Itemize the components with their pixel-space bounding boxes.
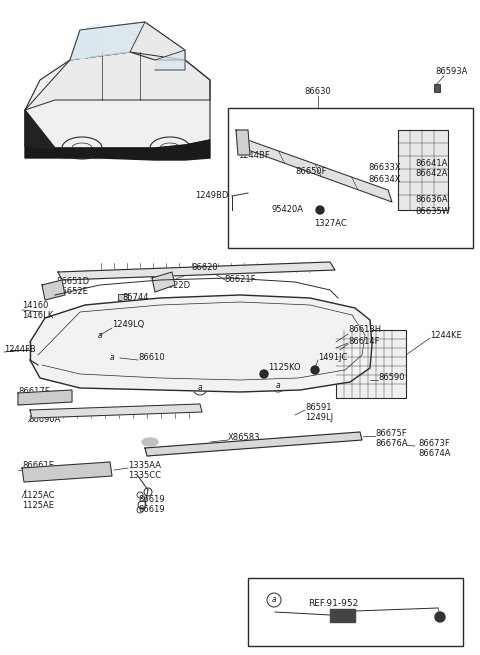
Text: 1125AE: 1125AE bbox=[22, 502, 54, 510]
Text: 1327AC: 1327AC bbox=[314, 219, 347, 229]
Text: 95420A: 95420A bbox=[272, 204, 304, 214]
Text: 1125AC: 1125AC bbox=[22, 491, 55, 500]
Bar bbox=[248, 578, 463, 646]
Polygon shape bbox=[22, 462, 112, 482]
Text: 86636A: 86636A bbox=[415, 195, 448, 204]
Bar bbox=[237, 130, 245, 140]
Polygon shape bbox=[42, 280, 65, 300]
Polygon shape bbox=[145, 432, 362, 456]
Text: a: a bbox=[272, 595, 276, 605]
Text: 1249BD: 1249BD bbox=[194, 191, 228, 200]
Bar bbox=[228, 108, 473, 248]
Text: 1249LJ: 1249LJ bbox=[305, 413, 333, 422]
Text: 86652E: 86652E bbox=[56, 288, 88, 297]
Polygon shape bbox=[330, 609, 355, 622]
Text: 86620: 86620 bbox=[192, 263, 218, 272]
Text: 1244BF: 1244BF bbox=[238, 151, 270, 160]
Text: 86661E: 86661E bbox=[22, 462, 54, 470]
Text: 1125KO: 1125KO bbox=[268, 364, 300, 373]
Text: a: a bbox=[276, 381, 280, 390]
Text: a: a bbox=[98, 331, 102, 339]
Polygon shape bbox=[80, 24, 100, 60]
Circle shape bbox=[435, 612, 445, 622]
Bar bbox=[336, 330, 406, 398]
Polygon shape bbox=[25, 140, 210, 160]
Text: 1244KE: 1244KE bbox=[430, 331, 462, 341]
Text: 86635W: 86635W bbox=[415, 206, 450, 215]
Text: 86676A: 86676A bbox=[375, 440, 408, 449]
Text: 86650F: 86650F bbox=[295, 168, 326, 176]
Circle shape bbox=[316, 206, 324, 214]
Polygon shape bbox=[58, 262, 335, 280]
Polygon shape bbox=[242, 138, 392, 202]
Text: 1335CC: 1335CC bbox=[128, 472, 161, 481]
Text: 86590: 86590 bbox=[378, 373, 405, 383]
Polygon shape bbox=[30, 295, 372, 392]
Text: 86634X: 86634X bbox=[368, 176, 400, 185]
Circle shape bbox=[311, 366, 319, 374]
Polygon shape bbox=[25, 52, 210, 110]
Text: 86619: 86619 bbox=[138, 495, 165, 504]
Bar bbox=[118, 294, 128, 304]
Bar bbox=[398, 130, 448, 210]
Text: 86593A: 86593A bbox=[435, 67, 468, 77]
Text: 86622D: 86622D bbox=[157, 282, 190, 291]
Polygon shape bbox=[18, 390, 72, 405]
Text: 86619: 86619 bbox=[138, 506, 165, 514]
Text: 1416LK: 1416LK bbox=[22, 310, 53, 320]
Ellipse shape bbox=[142, 438, 158, 446]
Text: 86617E: 86617E bbox=[18, 388, 50, 396]
Text: 86621F: 86621F bbox=[224, 276, 255, 284]
Text: 86633X: 86633X bbox=[368, 164, 401, 172]
Polygon shape bbox=[25, 110, 55, 148]
Circle shape bbox=[260, 370, 268, 378]
Text: 86675F: 86675F bbox=[375, 430, 407, 438]
Text: 86651D: 86651D bbox=[56, 278, 89, 286]
Text: 86630: 86630 bbox=[305, 88, 331, 96]
Text: 86662A: 86662A bbox=[22, 472, 55, 481]
Text: 86690A: 86690A bbox=[28, 415, 60, 424]
Text: 86613H: 86613H bbox=[348, 326, 381, 335]
Polygon shape bbox=[155, 50, 185, 70]
Bar bbox=[434, 84, 440, 92]
Polygon shape bbox=[236, 130, 250, 155]
Text: 1244FB: 1244FB bbox=[4, 345, 36, 354]
Text: a: a bbox=[110, 354, 114, 362]
Text: 85744: 85744 bbox=[122, 293, 148, 303]
Text: 14160: 14160 bbox=[22, 301, 48, 310]
Text: 1335AA: 1335AA bbox=[128, 462, 161, 470]
Text: 1491JC: 1491JC bbox=[318, 354, 348, 362]
Text: 86642A: 86642A bbox=[415, 170, 447, 179]
Polygon shape bbox=[70, 22, 145, 60]
Polygon shape bbox=[70, 22, 185, 60]
Text: 86673F: 86673F bbox=[418, 440, 450, 449]
Text: 1249LQ: 1249LQ bbox=[112, 320, 144, 329]
Text: a: a bbox=[198, 383, 202, 392]
Text: X86583: X86583 bbox=[228, 434, 261, 443]
Text: 86641A: 86641A bbox=[415, 159, 447, 168]
Text: 86674A: 86674A bbox=[418, 449, 451, 458]
Text: 86614F: 86614F bbox=[348, 337, 380, 345]
Text: REF.91-952: REF.91-952 bbox=[308, 599, 358, 608]
Text: 86591: 86591 bbox=[305, 403, 332, 413]
Polygon shape bbox=[152, 272, 175, 292]
Polygon shape bbox=[30, 404, 202, 418]
Polygon shape bbox=[25, 52, 210, 148]
Text: 86610: 86610 bbox=[138, 354, 165, 362]
